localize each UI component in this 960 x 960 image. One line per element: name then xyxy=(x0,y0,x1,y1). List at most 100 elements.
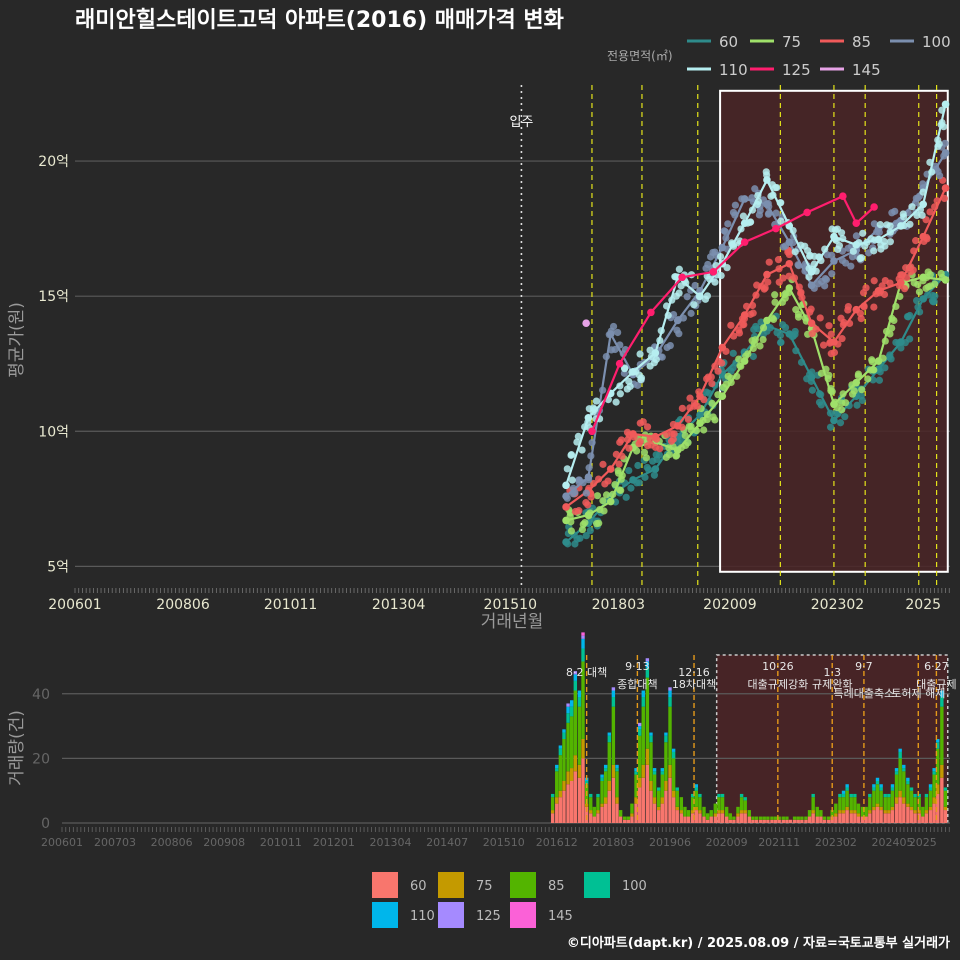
price-avg-point-series-100 xyxy=(807,281,816,290)
price-point-series-110 xyxy=(690,301,698,309)
price-point-series-85 xyxy=(765,258,773,266)
volume-x-tick-label: 201510 xyxy=(483,836,525,849)
price-point-series-85 xyxy=(816,314,824,322)
price-avg-point-series-75 xyxy=(718,392,727,400)
volume-bar-60 xyxy=(739,813,744,823)
volume-bar-85 xyxy=(569,716,574,769)
volume-bar-85 xyxy=(841,797,846,811)
volume-bar-60 xyxy=(834,816,838,823)
price-point-series-110 xyxy=(675,265,683,273)
volume-x-tick-label: 202111 xyxy=(758,836,800,849)
price-point-series-100 xyxy=(711,248,719,256)
volume-bar-60 xyxy=(921,816,925,823)
volume-bar-100 xyxy=(641,697,645,707)
volume-bar-60 xyxy=(909,810,914,823)
volume-bar-60 xyxy=(694,810,698,823)
volume-bar-125 xyxy=(581,635,585,639)
volume-bar-75 xyxy=(841,810,846,814)
price-point-series-85 xyxy=(870,303,878,311)
price-avg-point-series-85 xyxy=(852,305,861,314)
volume-x-tick-label: 201011 xyxy=(260,836,302,849)
volume-bar-110 xyxy=(671,748,676,752)
volume-bar-75 xyxy=(940,764,944,778)
volume-bar-85 xyxy=(826,816,831,820)
volume-bar-85 xyxy=(894,774,899,798)
price-avg-point-series-100 xyxy=(941,149,950,157)
volume-bar-85 xyxy=(864,806,868,817)
price-avg-point-series-85 xyxy=(941,184,950,192)
volume-bar-60 xyxy=(856,816,861,823)
volume-bar-85 xyxy=(898,758,902,791)
volume-bar-75 xyxy=(607,781,611,791)
price-avg-point-series-75 xyxy=(785,284,794,292)
price-point-series-75 xyxy=(642,454,651,462)
price-avg-point-series-125 xyxy=(852,219,861,228)
volume-bar-60 xyxy=(686,816,691,823)
price-point-series-110 xyxy=(563,465,571,473)
price-legend: 전용면적(㎡) 60 75 85 100 110 125 145 xyxy=(607,33,951,79)
volume-bar-100 xyxy=(872,787,876,791)
price-point-series-100 xyxy=(683,293,691,301)
volume-bar-100 xyxy=(562,732,566,739)
volume-bar-60 xyxy=(928,810,933,823)
price-point-series-75 xyxy=(858,386,866,394)
volume-bar-60 xyxy=(683,816,687,823)
price-point-series-110 xyxy=(716,253,725,261)
price-point-series-85 xyxy=(635,440,643,448)
price-point-series-85 xyxy=(912,237,920,245)
volume-bar-85 xyxy=(800,816,804,820)
volume-bar-60 xyxy=(645,764,650,823)
volume-bar-100 xyxy=(675,787,679,791)
volume-bar-100 xyxy=(645,667,650,678)
volume-bar-60 xyxy=(875,806,880,823)
price-point-series-75 xyxy=(593,520,601,528)
volume-bar-60 xyxy=(698,813,702,823)
volume-bar-75 xyxy=(902,797,906,804)
price-avg-point-series-75 xyxy=(852,378,861,387)
volume-bar-85 xyxy=(698,797,702,811)
policy-annotation-date: 9·7 xyxy=(855,660,873,673)
price-point-series-75 xyxy=(838,399,846,407)
price-avg-point-series-60 xyxy=(807,373,816,382)
volume-bar-60 xyxy=(732,819,736,823)
price-point-series-110 xyxy=(585,405,593,413)
volume-bar-75 xyxy=(924,810,929,814)
volume-bar-100 xyxy=(596,793,600,798)
volume-bar-85 xyxy=(630,803,634,814)
price-avg-point-series-85 xyxy=(740,311,749,319)
price-point-series-110 xyxy=(908,203,916,211)
price-point-series-60 xyxy=(749,352,757,361)
volume-bar-60 xyxy=(819,816,823,823)
volume-bar-100 xyxy=(569,706,574,717)
price-avg-point-series-85 xyxy=(874,286,883,295)
price-avg-point-series-100 xyxy=(785,238,794,246)
volume-legend-swatch-145 xyxy=(510,902,536,928)
volume-bar-75 xyxy=(641,764,645,778)
volume-bar-75 xyxy=(834,813,838,817)
price-point-series-75 xyxy=(640,448,649,456)
price-avg-point-series-75 xyxy=(584,511,593,519)
volume-bar-85 xyxy=(607,742,611,781)
volume-bar-100 xyxy=(603,768,608,772)
volume-bar-85 xyxy=(804,816,808,820)
volume-bar-125 xyxy=(573,671,578,675)
volume-bar-85 xyxy=(705,813,710,820)
volume-bar-75 xyxy=(555,797,559,804)
volume-bar-75 xyxy=(569,768,574,781)
price-point-series-75 xyxy=(838,406,846,414)
volume-legend-swatch-85 xyxy=(510,872,536,898)
volume-bar-100 xyxy=(940,697,944,707)
volume-bar-125 xyxy=(645,658,650,662)
volume-bar-85 xyxy=(943,790,948,807)
volume-bar-60 xyxy=(788,819,793,823)
volume-bar-100 xyxy=(720,793,725,798)
volume-bar-60 xyxy=(777,819,781,823)
volume-bar-100 xyxy=(845,787,849,791)
price-x-tick-label: 200806 xyxy=(156,597,210,613)
price-avg-point-series-110 xyxy=(740,219,749,228)
volume-bar-110 xyxy=(634,768,638,772)
price-avg-point-series-125 xyxy=(678,273,686,282)
volume-bar-110 xyxy=(902,764,906,769)
price-avg-point-series-110 xyxy=(919,200,928,209)
volume-bar-85 xyxy=(555,771,559,798)
